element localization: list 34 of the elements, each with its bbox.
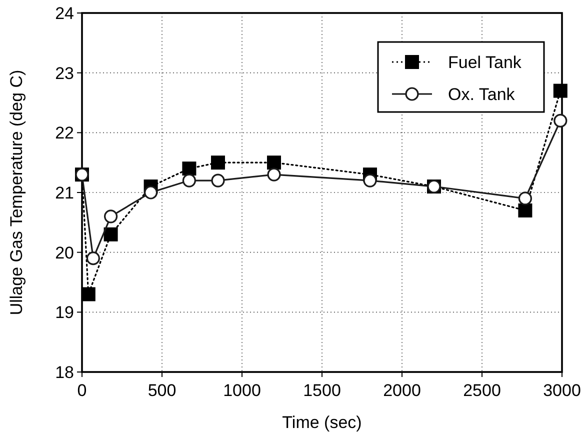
y-tick-label: 24	[55, 4, 74, 23]
x-tick-label: 3000	[543, 381, 581, 400]
point	[86, 252, 100, 266]
point	[182, 162, 196, 176]
x-tick-label: 500	[148, 381, 176, 400]
legend-label: Ox. Tank	[448, 85, 516, 104]
point	[554, 114, 568, 128]
point	[267, 168, 281, 182]
y-tick-label: 22	[55, 124, 74, 143]
point	[518, 203, 532, 218]
point	[144, 186, 158, 200]
point	[104, 227, 118, 242]
y-tick-label: 23	[55, 64, 74, 83]
y-tick-label: 21	[55, 184, 74, 202]
x-tick-label: 0	[77, 381, 87, 400]
point	[211, 156, 225, 170]
point	[363, 174, 377, 188]
x-tick-label: 1500	[303, 381, 341, 400]
point	[267, 156, 281, 170]
point	[553, 84, 568, 98]
y-tick-label: 20	[55, 243, 74, 262]
y-axis-title: Ullage Gas Temperature (deg C)	[7, 70, 26, 316]
legend-label: Fuel Tank	[448, 53, 522, 72]
y-tick-label: 18	[55, 363, 74, 382]
x-tick-label: 1000	[223, 381, 261, 400]
point	[211, 174, 225, 188]
point	[518, 192, 532, 206]
point	[81, 287, 96, 302]
y-tick-label: 19	[55, 303, 74, 322]
x-axis-title: Time (sec)	[282, 413, 362, 432]
x-tick-label: 2000	[383, 381, 421, 400]
point	[182, 174, 196, 188]
point	[104, 210, 118, 224]
x-tick-label: 2500	[463, 381, 501, 400]
